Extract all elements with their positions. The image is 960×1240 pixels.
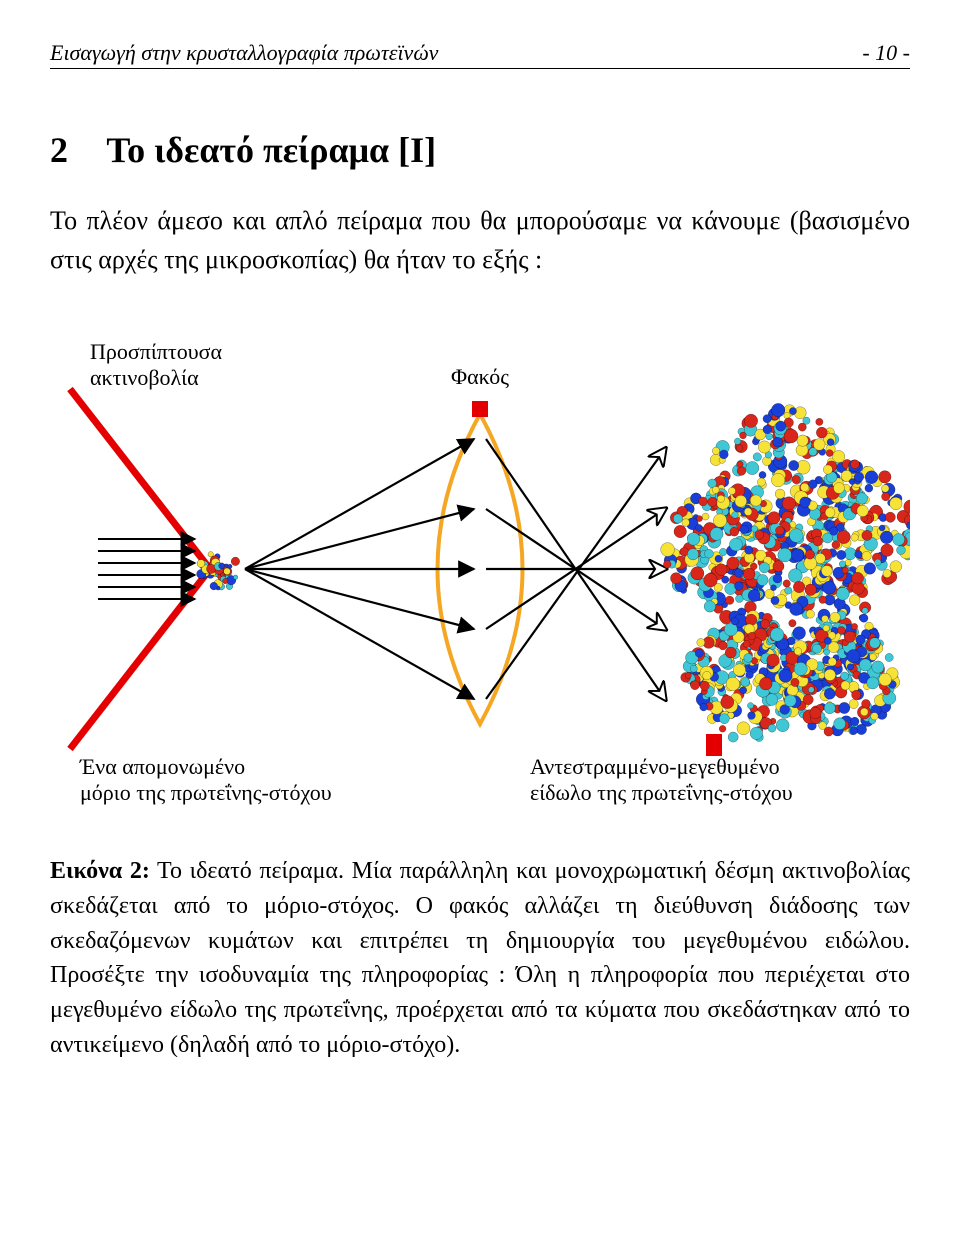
svg-text:Προσπίπτουσα: Προσπίπτουσα (90, 339, 222, 364)
svg-text:ακτινοβολία: ακτινοβολία (90, 365, 199, 390)
running-title: Εισαγωγή στην κρυσταλλογραφία πρωτεϊνών (50, 40, 438, 66)
caption-label: Εικόνα 2: (50, 858, 150, 884)
svg-text:Ένα απομονωμένο: Ένα απομονωμένο (79, 754, 245, 779)
caption-text: Το ιδεατό πείραμα. Μία παράλληλη και μον… (50, 858, 910, 1058)
svg-text:είδωλο της πρωτεΐνης-στόχου: είδωλο της πρωτεΐνης-στόχου (530, 780, 793, 805)
intro-paragraph: Το πλέον άμεσο και απλό πείραμα που θα μ… (50, 201, 910, 279)
section-title-text: Το ιδεατό πείραμα [Ι] (106, 130, 436, 170)
svg-text:Φακός: Φακός (451, 364, 509, 389)
page-number: - 10 - (862, 40, 910, 66)
section-number: 2 (50, 129, 68, 171)
diagram: Προσπίπτουσαακτινοβολία Φακός Ένα απομονωμ… (50, 309, 910, 814)
svg-text:Αντεστραμμένο-μεγεθυμένο: Αντεστραμμένο-μεγεθυμένο (530, 754, 780, 779)
figure-caption: Εικόνα 2: Το ιδεατό πείραμα. Μία παράλλη… (50, 854, 910, 1063)
diagram-svg: Προσπίπτουσαακτινοβολία Φακός Ένα απομονωμ… (50, 309, 910, 809)
running-header: Εισαγωγή στην κρυσταλλογραφία πρωτεϊνών … (50, 40, 910, 69)
section-heading: 2 Το ιδεατό πείραμα [Ι] (50, 129, 910, 171)
svg-text:μόριο της πρωτεΐνης-στόχου: μόριο της πρωτεΐνης-στόχου (80, 780, 332, 805)
